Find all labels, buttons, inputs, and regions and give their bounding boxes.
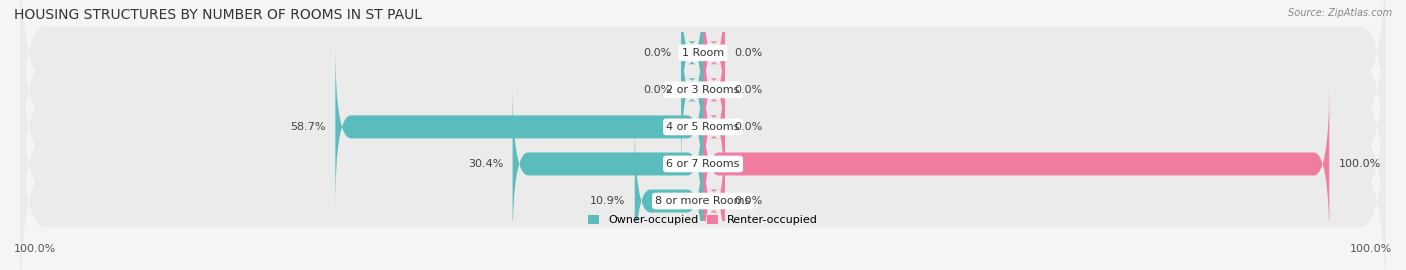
FancyBboxPatch shape [20,79,1386,270]
FancyBboxPatch shape [20,42,1386,270]
Text: 100.0%: 100.0% [14,244,56,254]
Legend: Owner-occupied, Renter-occupied: Owner-occupied, Renter-occupied [588,215,818,225]
Text: 6 or 7 Rooms: 6 or 7 Rooms [666,159,740,169]
Text: 0.0%: 0.0% [644,48,672,58]
FancyBboxPatch shape [20,0,1386,175]
Text: 0.0%: 0.0% [734,85,762,95]
Text: 0.0%: 0.0% [734,48,762,58]
Text: 8 or more Rooms: 8 or more Rooms [655,196,751,206]
FancyBboxPatch shape [20,0,1386,212]
Text: 0.0%: 0.0% [734,122,762,132]
Text: 100.0%: 100.0% [1350,244,1392,254]
Text: 10.9%: 10.9% [591,196,626,206]
FancyBboxPatch shape [20,5,1386,249]
FancyBboxPatch shape [703,9,725,171]
Text: 0.0%: 0.0% [734,196,762,206]
FancyBboxPatch shape [703,83,1329,245]
FancyBboxPatch shape [336,46,703,208]
Text: 4 or 5 Rooms: 4 or 5 Rooms [666,122,740,132]
FancyBboxPatch shape [703,120,725,270]
FancyBboxPatch shape [634,120,703,270]
FancyBboxPatch shape [703,46,725,208]
FancyBboxPatch shape [681,0,703,134]
Text: Source: ZipAtlas.com: Source: ZipAtlas.com [1288,8,1392,18]
FancyBboxPatch shape [703,0,725,134]
Text: 58.7%: 58.7% [291,122,326,132]
FancyBboxPatch shape [513,83,703,245]
Text: 2 or 3 Rooms: 2 or 3 Rooms [666,85,740,95]
Text: 0.0%: 0.0% [644,85,672,95]
Text: HOUSING STRUCTURES BY NUMBER OF ROOMS IN ST PAUL: HOUSING STRUCTURES BY NUMBER OF ROOMS IN… [14,8,422,22]
Text: 30.4%: 30.4% [468,159,503,169]
FancyBboxPatch shape [681,9,703,171]
Text: 1 Room: 1 Room [682,48,724,58]
Text: 100.0%: 100.0% [1339,159,1381,169]
